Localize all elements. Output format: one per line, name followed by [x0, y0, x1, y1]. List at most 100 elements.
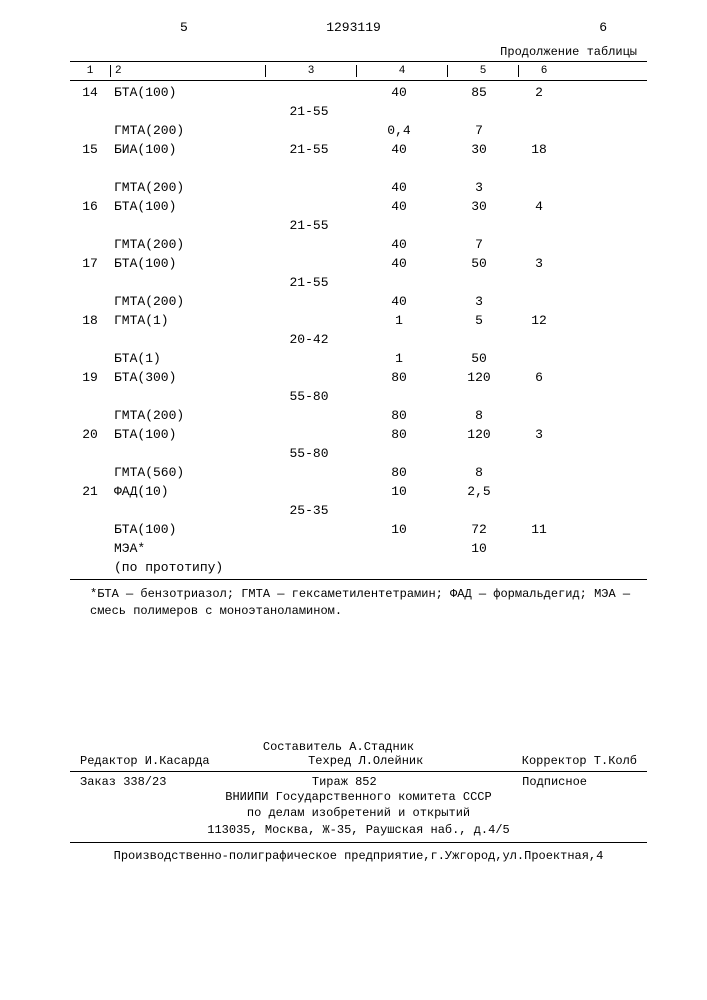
- page-num-right: 6: [599, 20, 607, 35]
- footer-org-1: ВНИИПИ Государственного комитета СССР: [70, 789, 647, 806]
- cell-c6: 4: [514, 199, 564, 214]
- cell-c2: ФАД(10): [110, 484, 264, 499]
- table-row: 14БТА(100)40852: [70, 83, 647, 102]
- cell-c5: 7: [444, 123, 514, 138]
- table-row: ГМТА(200)403: [70, 292, 647, 311]
- cell-c4: 40: [354, 256, 444, 271]
- table-row: ГМТА(200)808: [70, 406, 647, 425]
- cell-c5: 120: [444, 427, 514, 442]
- cell-c4: 40: [354, 294, 444, 309]
- cell-c2: ГМТА(200): [110, 408, 264, 423]
- cell-c3: 21-55: [264, 142, 354, 157]
- cell-c5: 30: [444, 199, 514, 214]
- footer-rule-1: [70, 771, 647, 772]
- table-row: 20-42: [70, 330, 647, 349]
- cell-c5: 120: [444, 370, 514, 385]
- cell-c5: 10: [444, 541, 514, 556]
- cell-c4: 40: [354, 180, 444, 195]
- cell-c5: 72: [444, 522, 514, 537]
- table-row: ГМТА(200)0,47: [70, 121, 647, 140]
- table-row: МЭА*10: [70, 539, 647, 558]
- table-row: 20БТА(100)801203: [70, 425, 647, 444]
- col-header-6: 6: [519, 65, 569, 77]
- cell-c5: 3: [444, 180, 514, 195]
- col-header-4: 4: [357, 65, 448, 77]
- footnote: *БТА — бензотриазол; ГМТА — гексаметилен…: [70, 586, 647, 620]
- cell-c3: 21-55: [264, 218, 354, 233]
- footer-order: Заказ 338/23: [80, 775, 166, 789]
- footer-tirazh: Тираж 852: [312, 775, 377, 789]
- cell-c4: 80: [354, 408, 444, 423]
- cell-c4: 10: [354, 522, 444, 537]
- rule-under-header: [70, 80, 647, 81]
- cell-c3: 55-80: [264, 389, 354, 404]
- cell-c5: 5: [444, 313, 514, 328]
- col-header-3: 3: [266, 65, 357, 77]
- table-row: 25-35: [70, 501, 647, 520]
- col-header-2: 2: [111, 65, 266, 77]
- cell-c6: 3: [514, 256, 564, 271]
- footer-techred: Техред Л.Олейник: [308, 754, 423, 768]
- cell-c4: 1: [354, 313, 444, 328]
- cell-c4: 40: [354, 237, 444, 252]
- table-row: 21-55: [70, 102, 647, 121]
- cell-c2: БТА(100): [110, 199, 264, 214]
- cell-c4: 40: [354, 85, 444, 100]
- cell-c4: 80: [354, 465, 444, 480]
- rule-top: [70, 61, 647, 62]
- footer-block: Составитель А.Стадник Редактор И.Касарда…: [70, 740, 647, 863]
- patent-number: 1293119: [326, 20, 381, 35]
- cell-c6: 2: [514, 85, 564, 100]
- table-row: 16БТА(100) 40304: [70, 197, 647, 216]
- rule-bottom: [70, 579, 647, 580]
- footer-subscript: Подписное: [522, 775, 587, 789]
- cell-c2: ГМТА(200): [110, 180, 264, 195]
- cell-c1: 19: [70, 370, 110, 385]
- page-num-left: 5: [180, 20, 188, 35]
- cell-c1: 21: [70, 484, 110, 499]
- cell-c2: БТА(100): [110, 85, 264, 100]
- table-row: 21-55: [70, 216, 647, 235]
- cell-c4: 40: [354, 199, 444, 214]
- table-row: (по прототипу): [70, 558, 647, 577]
- cell-c2: БТА(300): [110, 370, 264, 385]
- cell-c2: ГМТА(560): [110, 465, 264, 480]
- cell-c1: 18: [70, 313, 110, 328]
- table-row: 19БТА(300) 801206: [70, 368, 647, 387]
- cell-c5: 50: [444, 256, 514, 271]
- cell-c6: 6: [514, 370, 564, 385]
- col-header-1: 1: [70, 65, 111, 77]
- table-row: ГМТА(200) 403: [70, 178, 647, 197]
- table-row: [70, 159, 647, 178]
- cell-c4: 80: [354, 370, 444, 385]
- table-row: 55-80: [70, 387, 647, 406]
- table-row: ГМТА(560) 808: [70, 463, 647, 482]
- footer-production: Производственно-полиграфическое предприя…: [70, 849, 647, 863]
- cell-c4: 80: [354, 427, 444, 442]
- table-row: БТА(100)107211: [70, 520, 647, 539]
- footer-corrector: Корректор Т.Колб: [522, 754, 637, 768]
- cell-c2: БТА(1): [110, 351, 264, 366]
- cell-c1: 20: [70, 427, 110, 442]
- cell-c6: 18: [514, 142, 564, 157]
- cell-c5: 85: [444, 85, 514, 100]
- table-continuation: Продолжение таблицы: [70, 45, 647, 59]
- table-row: 18ГМТА(1)1512: [70, 311, 647, 330]
- table-row: ГМТА(200)407: [70, 235, 647, 254]
- cell-c4: 10: [354, 484, 444, 499]
- cell-c5: 2,5: [444, 484, 514, 499]
- cell-c2: ГМТА(200): [110, 123, 264, 138]
- cell-c1: 16: [70, 199, 110, 214]
- footer-editor: Редактор И.Касарда: [80, 754, 210, 768]
- table-body: 14БТА(100)4085221-55ГМТА(200)0,4715БИА(1…: [70, 83, 647, 577]
- footer-rule-2: [70, 842, 647, 843]
- cell-c5: 8: [444, 465, 514, 480]
- cell-c1: 15: [70, 142, 110, 157]
- cell-c2: БТА(100): [110, 427, 264, 442]
- cell-c5: 3: [444, 294, 514, 309]
- table-row: 21ФАД(10) 102,5: [70, 482, 647, 501]
- cell-c4: 1: [354, 351, 444, 366]
- cell-c6: 12: [514, 313, 564, 328]
- table-row: 55-80: [70, 444, 647, 463]
- footer-compiler: Составитель А.Стадник: [70, 740, 647, 754]
